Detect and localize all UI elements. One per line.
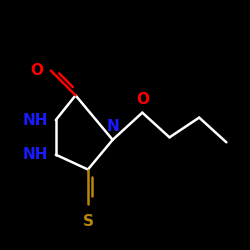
Text: S: S: [82, 214, 94, 229]
Text: O: O: [136, 92, 149, 106]
Text: NH: NH: [23, 147, 48, 162]
Text: NH: NH: [23, 112, 48, 128]
Text: N: N: [106, 119, 119, 134]
Text: O: O: [30, 63, 44, 78]
